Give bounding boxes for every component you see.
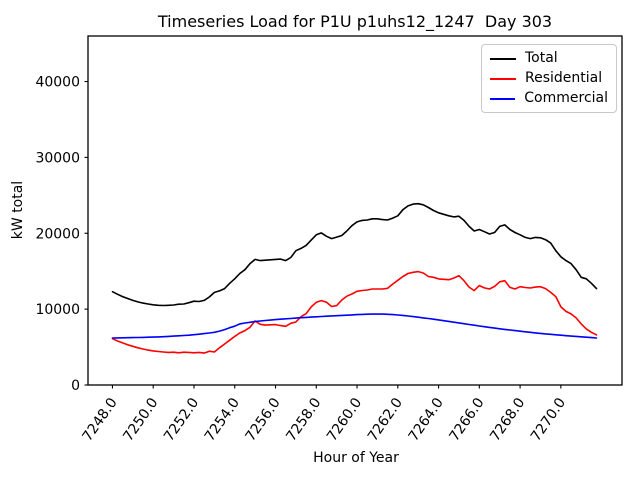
legend-label-total: Total <box>525 50 558 66</box>
x-tick-label: 7270.0 <box>528 395 569 444</box>
x-tick-label: 7258.0 <box>283 395 324 444</box>
legend-item-total: Total <box>490 50 608 67</box>
legend-label-commercial: Commercial <box>524 90 608 106</box>
legend-item-commercial: Commercial <box>490 90 608 107</box>
x-tick-label: 7254.0 <box>202 395 243 444</box>
legend-swatch-total <box>490 57 516 60</box>
series-line-residential <box>111 270 598 354</box>
y-tick-label: 30000 <box>35 150 80 166</box>
series-line-commercial <box>111 313 598 339</box>
legend-swatch-commercial <box>490 97 516 100</box>
chart-title: Timeseries Load for P1U p1uhs12_1247 Day… <box>157 12 553 31</box>
x-tick-label: 7264.0 <box>406 395 447 444</box>
legend-label-residential: Residential <box>525 70 603 86</box>
axes-frame <box>87 35 623 386</box>
x-tick-label: 7262.0 <box>365 395 406 444</box>
x-tick-label: 7252.0 <box>161 395 202 444</box>
y-tick-label: 40000 <box>35 75 80 91</box>
x-tick-label: 7256.0 <box>243 395 284 444</box>
x-tick-label: 7248.0 <box>80 395 121 444</box>
x-tick-label: 7268.0 <box>487 395 528 444</box>
legend-item-residential: Residential <box>490 70 608 87</box>
y-tick-label: 10000 <box>35 302 80 318</box>
x-tick-label: 7260.0 <box>324 395 365 444</box>
x-tick-label: 7266.0 <box>446 395 487 444</box>
y-tick-label: 20000 <box>35 226 80 242</box>
legend-swatch-residential <box>490 77 516 80</box>
x-axis-label: Hour of Year <box>313 450 399 466</box>
legend: Total Residential Commercial <box>481 44 617 113</box>
x-tick-label: 7250.0 <box>120 395 161 444</box>
y-axis-label: kW total <box>10 180 26 240</box>
y-tick-label: 0 <box>71 378 80 394</box>
series-line-total <box>111 202 598 307</box>
